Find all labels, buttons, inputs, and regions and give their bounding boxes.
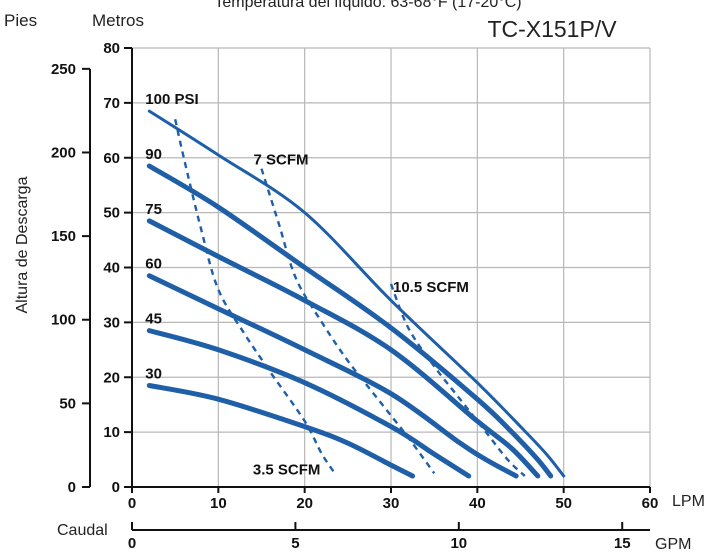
x-tick-label-lpm-50: 50 [555,495,572,512]
air-consumption-lines [174,119,526,477]
curve-label-75: 75 [145,201,162,218]
y-tick-label-m-20: 20 [103,369,120,386]
curve-label-100-psi: 100 PSI [145,91,198,108]
x-tick-label-lpm-10: 10 [210,495,227,512]
x-tick-label-lpm-30: 30 [383,495,400,512]
air-label-7-scfm: 7 SCFM [254,152,309,169]
x-tick-label-gpm-10: 10 [450,535,467,552]
x-tick-label-lpm-20: 20 [296,495,313,512]
axes [82,47,651,531]
air-label-10-5-scfm: 10.5 SCFM [393,279,469,296]
y-tick-label-m-0: 0 [112,479,120,496]
gpm-unit-label: GPM [655,536,691,552]
model-label: TC-X151P/V [487,16,617,42]
y-tick-label-m-80: 80 [103,40,120,57]
pressure-curves [146,109,566,479]
curve-45 [146,328,472,479]
y-tick-label-m-50: 50 [103,205,120,222]
x-tick-label-lpm-60: 60 [642,495,659,512]
curve-label-90: 90 [145,146,162,163]
y-axis-title: Altura de Descarga [14,176,31,313]
y-tick-label-ft-100: 100 [51,312,76,329]
y-tick-label-ft-200: 200 [51,144,76,161]
y-tick-label-m-40: 40 [103,260,120,277]
curve-label-60: 60 [145,256,162,273]
caudal-label: Caudal [57,522,108,539]
y-tick-label-ft-50: 50 [59,395,76,412]
x-tick-label-lpm-40: 40 [469,495,486,512]
y-tick-label-m-60: 60 [103,150,120,167]
curve-label-45: 45 [145,311,162,328]
x-tick-label-lpm-0: 0 [128,495,136,512]
y-tick-label-m-30: 30 [103,314,120,331]
grid [132,47,651,487]
x-tick-label-gpm-5: 5 [291,535,299,552]
x-tick-label-gpm-15: 15 [614,535,631,552]
chart-title-partial: Temperatura del líquido: 63-68°F (17-20°… [214,0,521,11]
curve-label-30: 30 [145,365,162,382]
air-line-3-5-scfm [174,119,336,474]
air-line-10-5-scfm [389,283,526,477]
feet-unit-label: Pies [4,11,37,30]
y-tick-label-m-70: 70 [103,95,120,112]
air-label-3-5-scfm: 3.5 SCFM [253,461,321,478]
y-tick-label-ft-0: 0 [68,479,76,496]
curve-labels: 100 PSI 90 75 60 45 30 3.5 SCFM 7 SCFM 10.5 SCFM [145,91,469,478]
x-tick-label-gpm-0: 0 [128,535,136,552]
air-line-7-scfm [260,168,436,474]
y-tick-label-ft-250: 250 [51,61,76,78]
curve-90 [146,163,554,479]
lpm-unit-label: LPM [672,493,705,510]
curve-30 [146,383,416,479]
meters-unit-label: Metros [92,11,144,30]
curve-60 [146,273,519,479]
curve-75 [146,218,541,479]
y-tick-label-ft-150: 150 [51,228,76,245]
y-tick-label-m-10: 10 [103,424,120,441]
